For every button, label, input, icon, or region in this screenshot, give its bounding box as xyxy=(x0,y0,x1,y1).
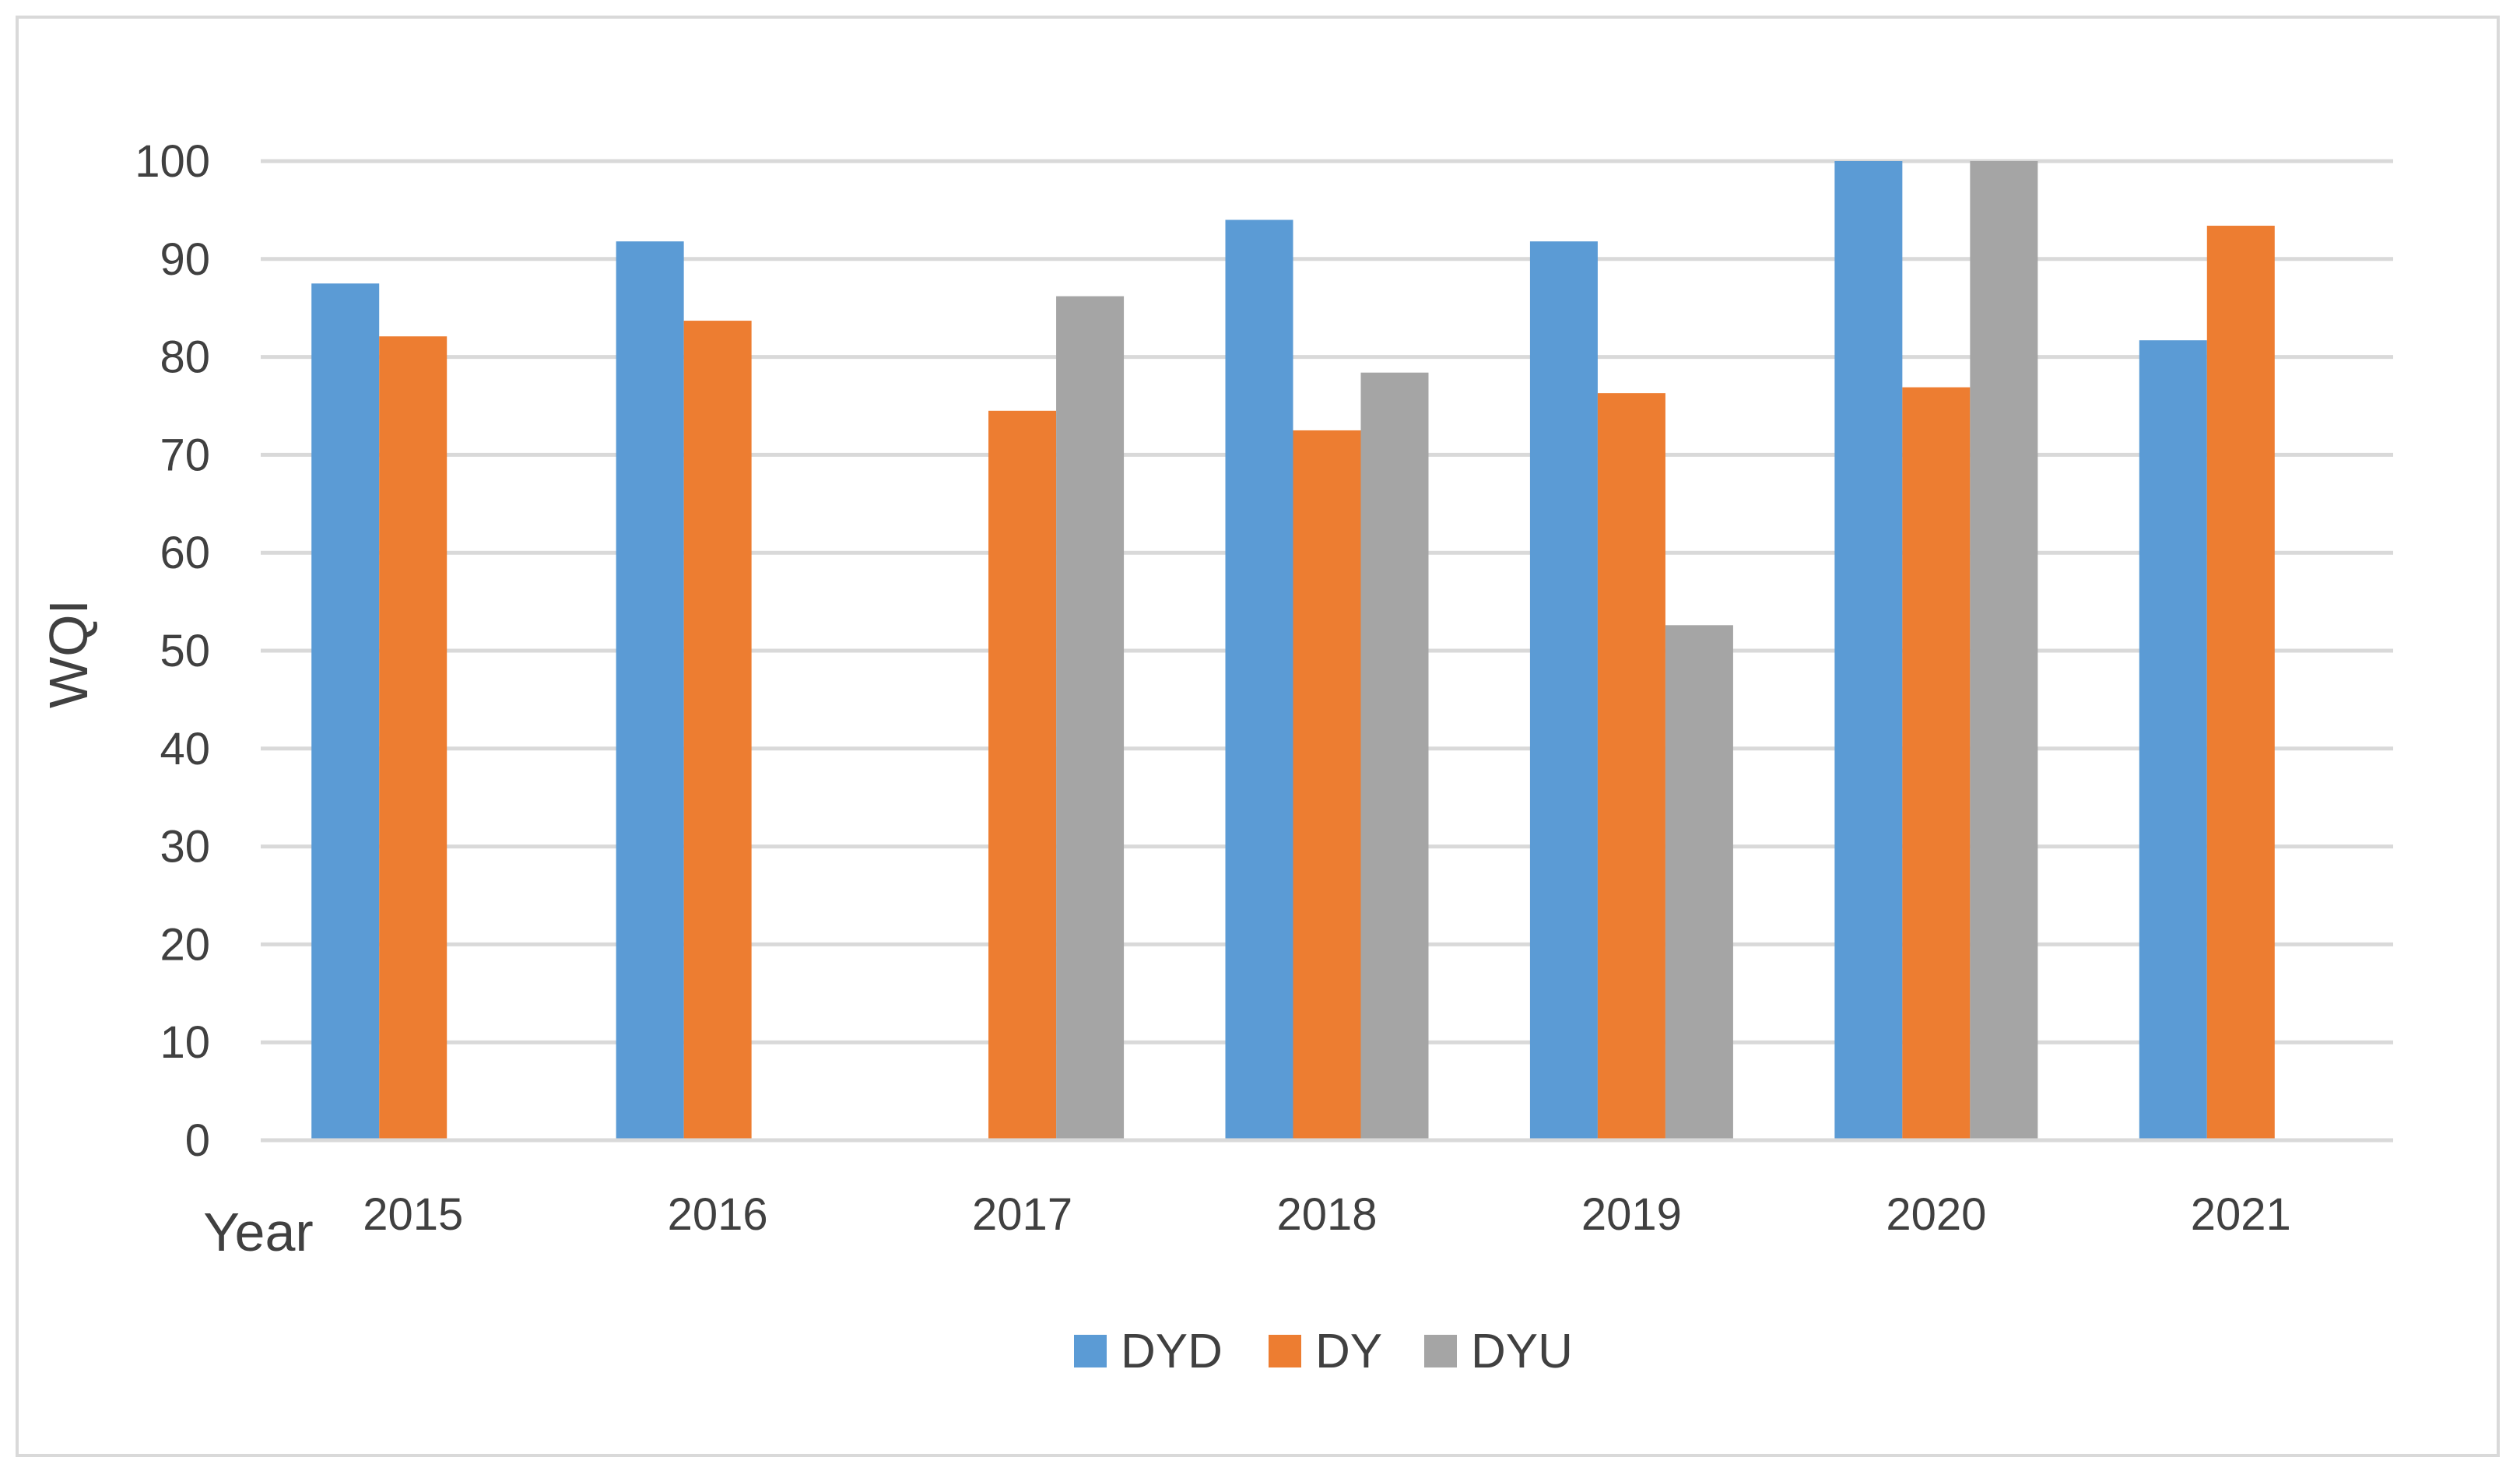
bar-dyd-2020 xyxy=(1834,161,1903,1140)
bar-dyd-2021 xyxy=(2139,340,2207,1140)
legend-label-dyu: DYU xyxy=(1471,1325,1573,1378)
bar-dyd-2016 xyxy=(616,241,684,1140)
bar-dyd-2015 xyxy=(311,283,380,1140)
y-tick-label: 80 xyxy=(160,332,210,383)
y-tick-label: 20 xyxy=(160,919,210,970)
bar-dyu-2020 xyxy=(1970,161,2038,1140)
x-tick-label: 2017 xyxy=(972,1189,1072,1240)
bar-dyd-2018 xyxy=(1225,219,1293,1141)
y-tick-label: 100 xyxy=(135,136,210,187)
y-tick-label: 30 xyxy=(160,822,210,872)
x-axis-ticks: 2015 2016 2017 2018 2019 2020 2021 xyxy=(363,1189,2291,1240)
bar-dy-2021 xyxy=(2206,226,2275,1140)
y-tick-label: 90 xyxy=(160,234,210,285)
y-tick-label: 60 xyxy=(160,528,210,578)
bar-dyd-2019 xyxy=(1529,241,1598,1140)
bar-dy-2016 xyxy=(683,321,752,1141)
bar-dy-2018 xyxy=(1293,430,1361,1140)
y-tick-label: 50 xyxy=(160,626,210,676)
y-tick-label: 10 xyxy=(160,1017,210,1068)
y-axis-ticks: 0 10 20 30 40 50 60 70 80 90 100 xyxy=(135,136,210,1166)
x-tick-label: 2015 xyxy=(363,1189,463,1240)
y-tick-label: 40 xyxy=(160,724,210,774)
legend-swatch-dyu xyxy=(1424,1335,1457,1367)
bar-dy-2015 xyxy=(379,336,447,1140)
legend: DYD DY DYU xyxy=(1074,1325,1573,1378)
legend-swatch-dyd xyxy=(1074,1335,1107,1367)
legend-label-dyd: DYD xyxy=(1121,1325,1223,1378)
x-tick-label: 2020 xyxy=(1886,1189,1986,1240)
x-tick-label: 2016 xyxy=(668,1189,768,1240)
x-tick-label: 2021 xyxy=(2191,1189,2291,1240)
y-axis-title: WQI xyxy=(38,599,99,708)
bar-dyu-2018 xyxy=(1360,372,1429,1140)
y-tick-label: 70 xyxy=(160,430,210,480)
bar-dy-2017 xyxy=(988,410,1057,1140)
bar-dy-2019 xyxy=(1597,393,1665,1140)
x-tick-label: 2019 xyxy=(1581,1189,1682,1240)
legend-swatch-dy xyxy=(1269,1335,1301,1367)
x-axis-title: Year xyxy=(203,1202,313,1262)
bar-dyu-2017 xyxy=(1056,296,1125,1140)
bar-dy-2020 xyxy=(1902,387,1971,1140)
legend-label-dy: DY xyxy=(1315,1325,1382,1378)
x-tick-label: 2018 xyxy=(1276,1189,1377,1240)
y-tick-label: 0 xyxy=(185,1115,210,1166)
bar-dyu-2019 xyxy=(1665,625,1733,1140)
bars xyxy=(311,161,2275,1141)
